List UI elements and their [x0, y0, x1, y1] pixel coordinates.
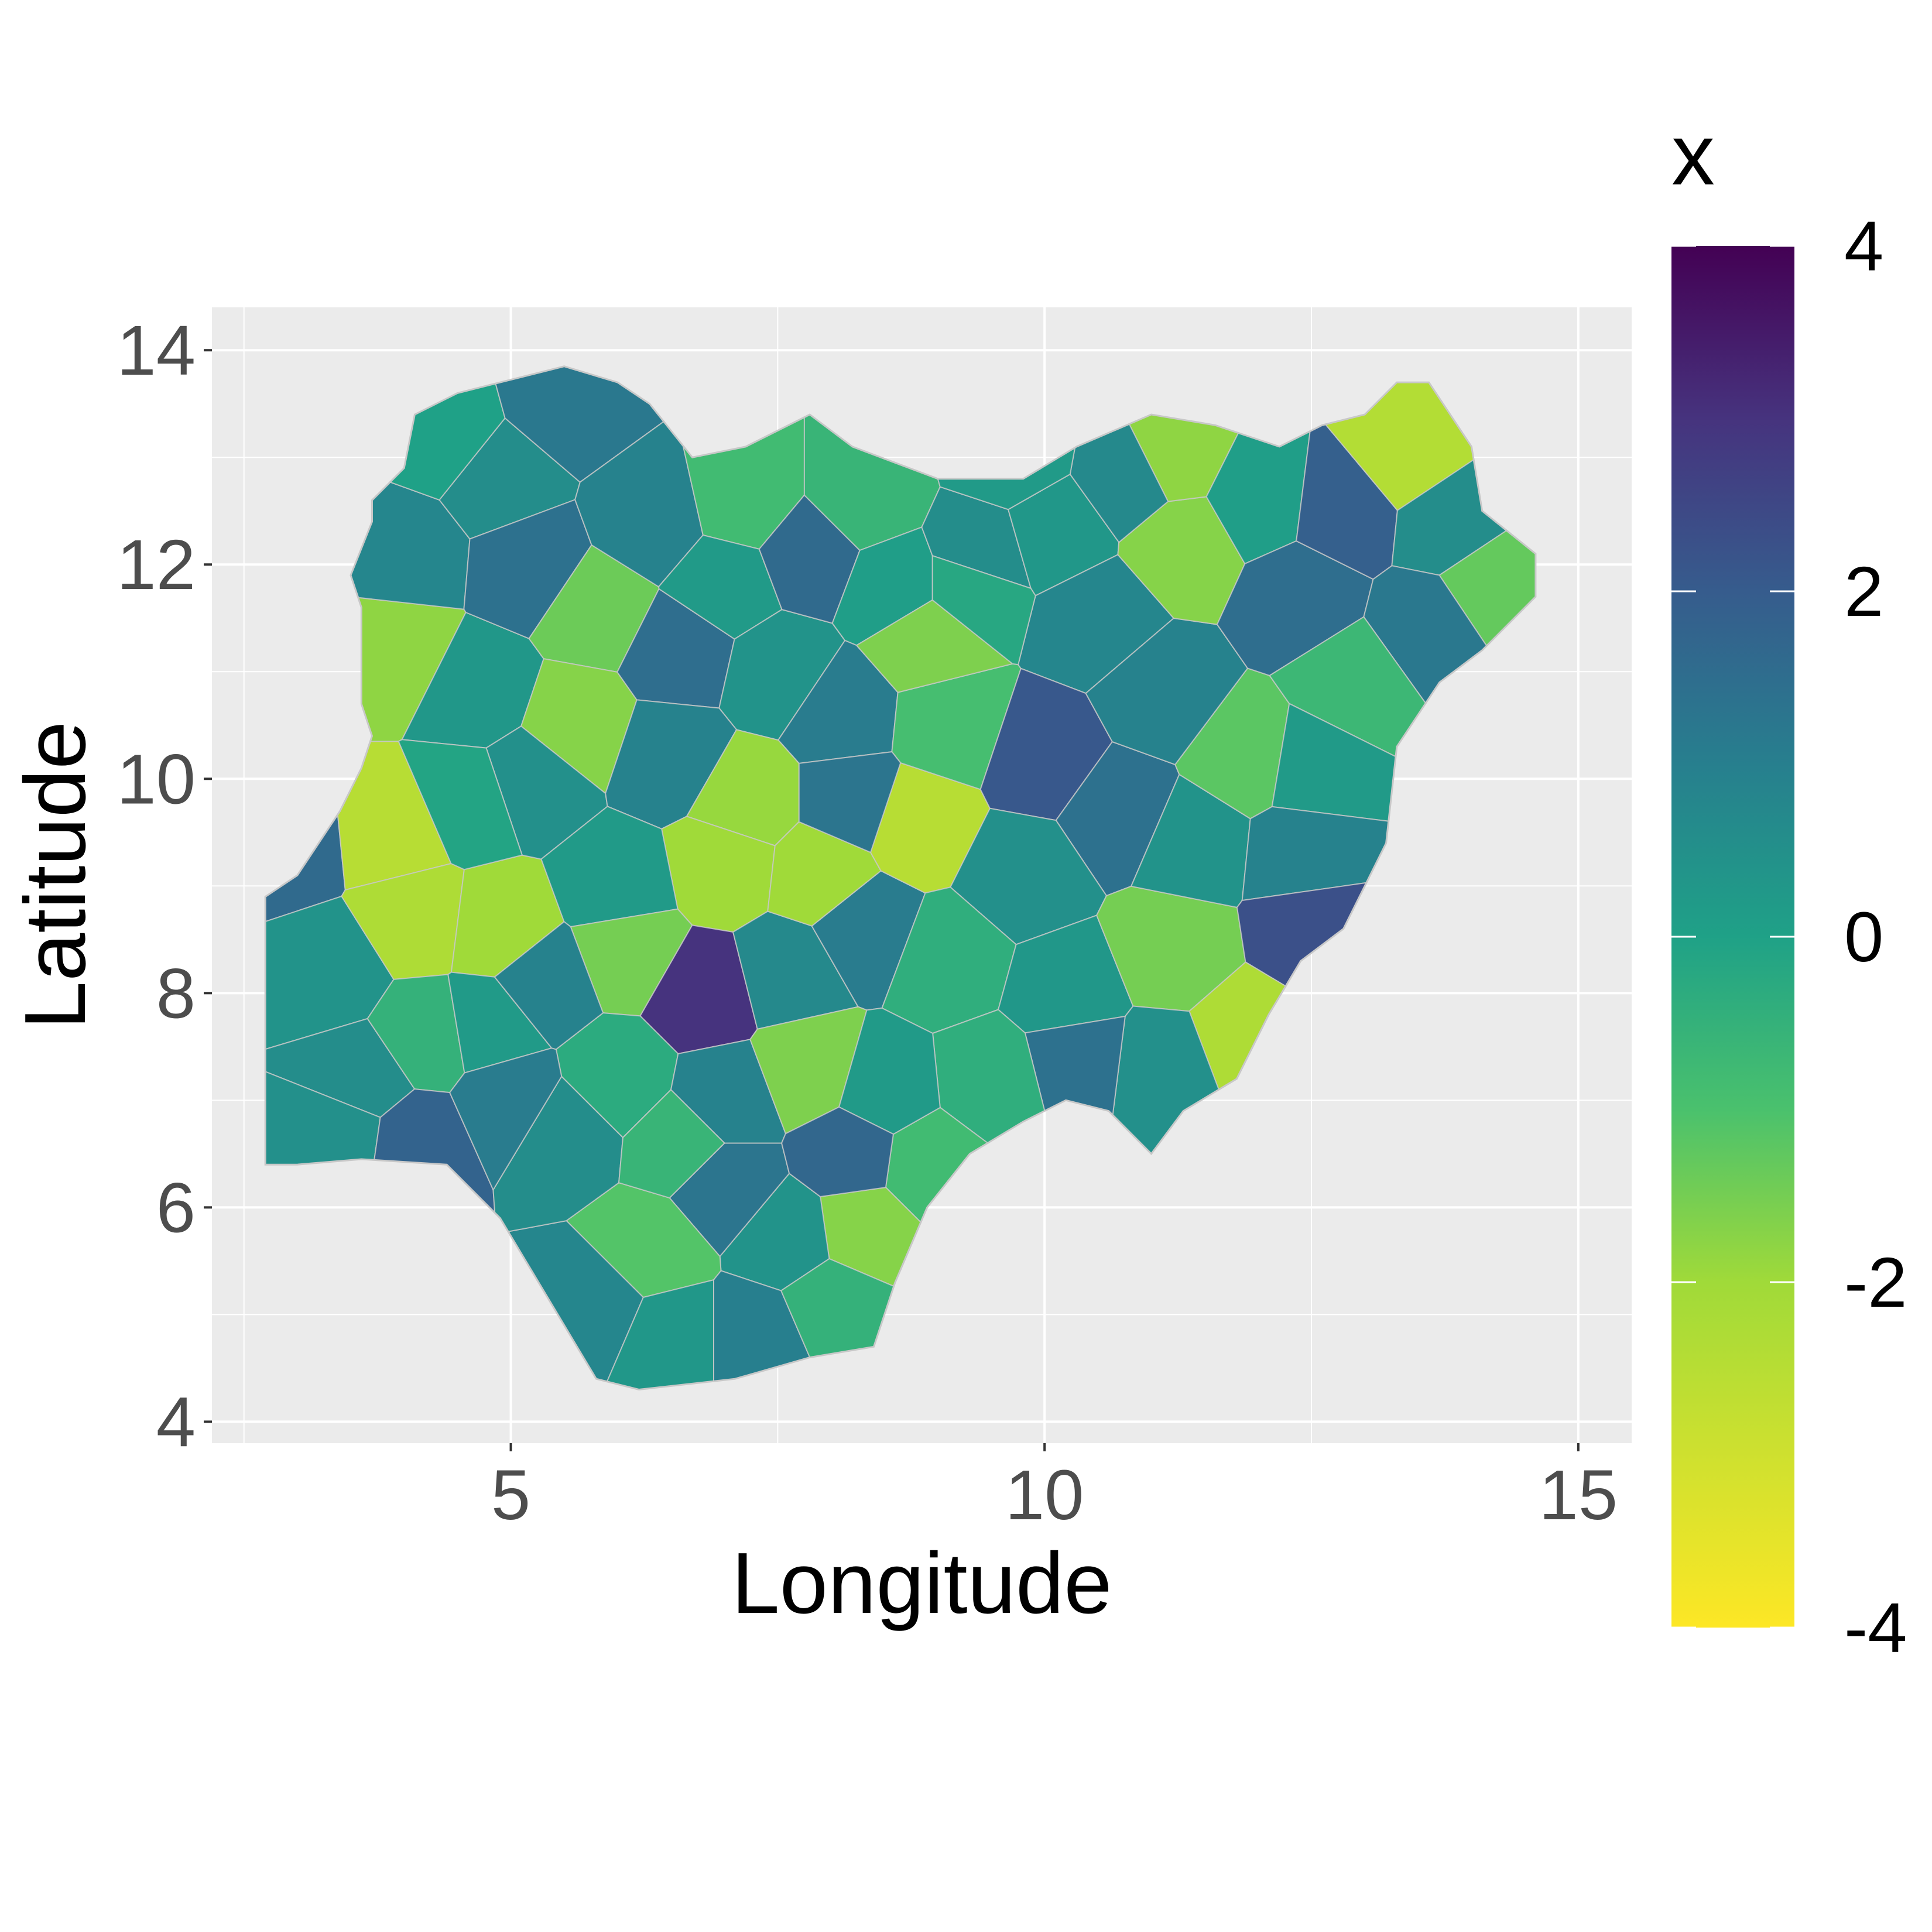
x-tick-label: 5	[491, 1455, 530, 1534]
district-region	[798, 751, 902, 854]
x-axis-title: Longitude	[731, 1535, 1112, 1632]
x-tick-label: 15	[1539, 1455, 1618, 1534]
legend-tick-label: 0	[1844, 897, 1883, 977]
color-legend: x 4 2 0 -2 -4	[1671, 107, 1907, 1667]
district-region	[398, 739, 523, 871]
y-tick-label: 4	[156, 1382, 196, 1461]
legend-ticks: 4 2 0 -2 -4	[1671, 206, 1907, 1667]
y-tick-label: 8	[156, 953, 196, 1033]
y-tick-label: 12	[117, 525, 196, 604]
x-tick-label: 10	[1005, 1455, 1084, 1534]
district-region	[494, 921, 604, 1050]
legend-tick-label: -2	[1844, 1242, 1907, 1322]
district-region	[618, 1088, 725, 1199]
legend-tick-label: -4	[1844, 1588, 1907, 1667]
legend-tick-label: 2	[1844, 551, 1883, 631]
district-region	[781, 1106, 894, 1198]
y-axis-title: Latitude	[7, 721, 104, 1030]
y-axis-ticks: 4 6 8 10 12 14	[117, 310, 212, 1461]
country-outline	[264, 365, 1537, 1391]
y-tick-label: 6	[156, 1167, 196, 1247]
legend-tick-label: 4	[1844, 206, 1883, 286]
district-region	[931, 554, 1036, 666]
legend-title: x	[1671, 107, 1715, 203]
y-tick-label: 10	[117, 739, 196, 818]
y-tick-label: 14	[117, 310, 196, 390]
x-axis-ticks: 5 10 15	[491, 1443, 1618, 1534]
